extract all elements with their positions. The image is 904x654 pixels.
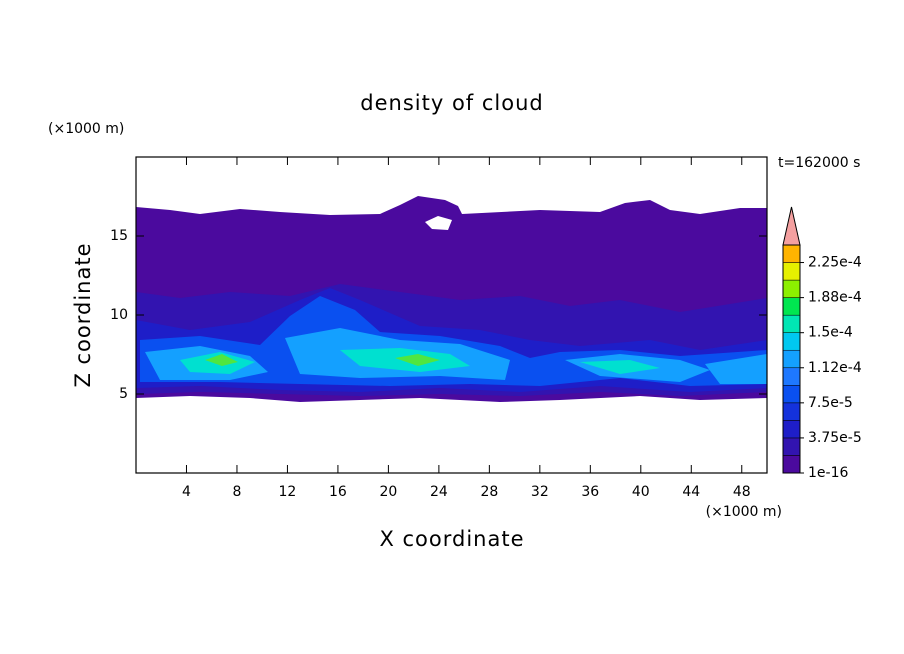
x-tick-label: 36 bbox=[581, 484, 599, 500]
colorbar-band bbox=[782, 262, 801, 281]
y-unit: (×1000 m) bbox=[48, 121, 124, 137]
colorbar-band bbox=[782, 455, 801, 474]
y-tick-label: 10 bbox=[110, 307, 128, 323]
colorbar-band bbox=[782, 244, 801, 263]
contour-region bbox=[205, 354, 440, 366]
colorbar-band bbox=[782, 314, 801, 333]
chart-title: density of cloud bbox=[360, 91, 543, 115]
y-tick-label: 15 bbox=[110, 228, 128, 244]
colorbar-band bbox=[782, 402, 801, 421]
x-unit: (×1000 m) bbox=[706, 504, 782, 520]
colorbar-label: 1.12e-4 bbox=[808, 360, 862, 376]
colorbar-extend bbox=[782, 206, 801, 246]
x-tick-label: 32 bbox=[531, 484, 549, 500]
colorbar-band bbox=[782, 437, 801, 456]
y-tick-label: 5 bbox=[119, 386, 128, 402]
x-tick-label: 20 bbox=[379, 484, 397, 500]
colorbar-label: 3.75e-5 bbox=[808, 430, 862, 446]
y-axis-label: Z coordinate bbox=[71, 242, 95, 387]
x-tick-label: 16 bbox=[329, 484, 347, 500]
colorbar-label: 7.5e-5 bbox=[808, 395, 853, 411]
colorbar-band bbox=[782, 279, 801, 298]
x-tick-label: 12 bbox=[279, 484, 297, 500]
contour-field bbox=[136, 196, 767, 402]
colorbar-label: 1e-16 bbox=[808, 465, 848, 481]
colorbar-label: 2.25e-4 bbox=[808, 255, 862, 271]
x-tick-label: 24 bbox=[430, 484, 448, 500]
colorbar-frame bbox=[782, 244, 801, 474]
colorbar-band bbox=[782, 385, 801, 404]
colorbar-band bbox=[782, 332, 801, 351]
colorbar-band bbox=[782, 367, 801, 386]
colorbar-label: 1.5e-4 bbox=[808, 325, 853, 341]
x-tick-label: 44 bbox=[682, 484, 700, 500]
colorbar-label: 1.88e-4 bbox=[808, 290, 862, 306]
x-tick-label: 48 bbox=[733, 484, 751, 500]
x-tick-label: 28 bbox=[480, 484, 498, 500]
x-tick-label: 4 bbox=[182, 484, 191, 500]
colorbar-band bbox=[782, 297, 801, 316]
colorbar-band bbox=[782, 420, 801, 439]
time-annotation: t=162000 s bbox=[778, 155, 860, 171]
x-tick-label: 40 bbox=[632, 484, 650, 500]
colorbar-band bbox=[782, 349, 801, 369]
contour-hole bbox=[425, 216, 452, 230]
x-axis-label: X coordinate bbox=[379, 527, 524, 551]
x-tick-label: 8 bbox=[232, 484, 241, 500]
